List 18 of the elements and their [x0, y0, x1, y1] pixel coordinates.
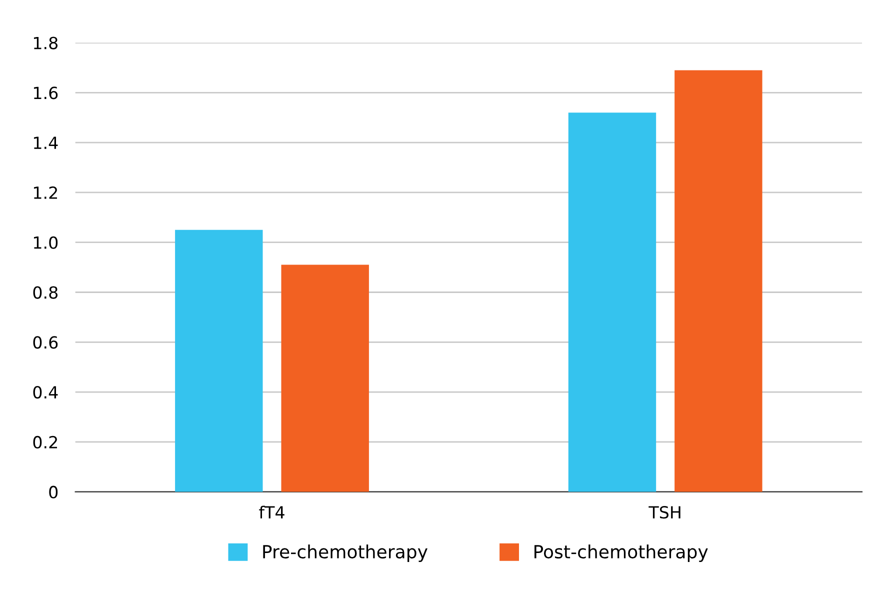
bar: [674, 70, 762, 492]
y-tick-label: 0: [49, 486, 58, 498]
y-tick-label: 1.8: [34, 36, 58, 50]
y-tick-label: 1.2: [34, 186, 57, 199]
y-tick-label: 0.2: [33, 436, 57, 449]
x-tick-label: TSH: [648, 506, 680, 519]
y-tick-label: 1.4: [34, 136, 58, 149]
bar: [281, 264, 369, 492]
y-tick-label: 0.4: [33, 386, 58, 399]
legend-label: Pre-chemotherapy: [263, 544, 428, 562]
x-tick-label: fT4: [259, 506, 284, 518]
y-tick-label: 1.0: [34, 236, 58, 249]
bar: [568, 112, 656, 492]
y-tick-label: 0.6: [33, 336, 58, 349]
y-tick-label: 1.6: [34, 86, 58, 100]
bar: [175, 230, 263, 492]
legend-label: Post-chemotherapy: [534, 544, 708, 562]
y-tick-label: 0.8: [33, 286, 58, 299]
